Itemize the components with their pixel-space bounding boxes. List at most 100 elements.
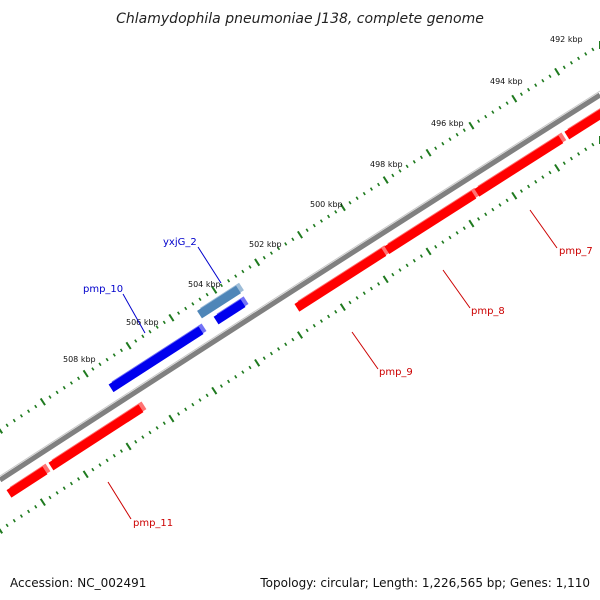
ruler-minor-tick xyxy=(77,376,81,381)
ruler-minor-tick xyxy=(491,207,495,212)
ruler-minor-tick xyxy=(584,147,588,152)
ruler-minor-tick xyxy=(98,362,102,367)
ruler-major-tick xyxy=(168,414,175,423)
gene-label-pmp-11[interactable]: pmp_11 xyxy=(133,518,173,529)
ruler-minor-tick xyxy=(112,453,116,458)
gene-pmp-11-part[interactable] xyxy=(6,466,48,498)
ruler-minor-tick xyxy=(391,272,395,277)
ruler-major-tick xyxy=(211,286,218,294)
ruler-minor-tick xyxy=(91,367,95,371)
gene-pmp-10[interactable] xyxy=(108,326,204,393)
ruler-minor-tick xyxy=(448,137,452,141)
genome-backbone xyxy=(0,92,600,483)
gene-label-pmp-10[interactable]: pmp_10 xyxy=(83,284,123,295)
ruler-label: 492 kbp xyxy=(550,35,583,44)
ruler-minor-tick xyxy=(584,52,588,56)
gene-pmp-7[interactable] xyxy=(474,135,564,197)
gene-label-pmp-8[interactable]: pmp_8 xyxy=(471,306,505,317)
ruler-minor-tick xyxy=(369,187,373,191)
ruler-minor-tick xyxy=(105,357,109,362)
ruler-minor-tick xyxy=(69,381,73,385)
ruler-major-tick xyxy=(425,247,432,256)
ruler-minor-tick xyxy=(448,235,452,240)
ruler-minor-tick xyxy=(19,514,23,518)
gene-pmp-8[interactable] xyxy=(384,190,477,254)
ruler-minor-tick xyxy=(141,435,145,439)
ruler-minor-tick xyxy=(248,365,252,370)
ruler-minor-tick xyxy=(541,78,545,83)
ruler-minor-tick xyxy=(419,155,423,160)
ruler-minor-tick xyxy=(98,463,102,467)
ruler-minor-tick xyxy=(69,481,73,486)
ruler-minor-tick xyxy=(498,203,502,207)
ruler-minor-tick xyxy=(284,342,288,347)
ruler-label: 506 kbp xyxy=(126,318,159,327)
gene-yxjg-2[interactable] xyxy=(197,285,241,319)
ruler-major-tick xyxy=(468,219,475,228)
ruler-minor-tick xyxy=(62,385,66,390)
ruler-minor-tick xyxy=(327,314,331,319)
ruler-major-tick xyxy=(254,358,261,367)
ruler-minor-tick xyxy=(405,263,409,268)
gene-pmp-11[interactable] xyxy=(48,404,144,471)
ruler-minor-tick xyxy=(348,200,352,205)
ruler-minor-tick xyxy=(377,182,381,187)
ruler-minor-tick xyxy=(491,110,495,114)
ruler-minor-tick xyxy=(319,319,323,323)
ruler-major-tick xyxy=(511,191,518,200)
inner-ruler xyxy=(0,136,600,534)
ruler-minor-tick xyxy=(77,477,81,481)
ruler-minor-tick xyxy=(441,141,445,146)
ruler-minor-tick xyxy=(419,254,423,258)
ruler-minor-tick xyxy=(91,467,95,472)
ruler-minor-tick xyxy=(141,334,145,339)
gene-label-pmp-7[interactable]: pmp_7 xyxy=(559,246,593,257)
gene-label-yxjg-2[interactable]: yxjG_2 xyxy=(163,237,197,248)
ruler-label: 496 kbp xyxy=(431,119,464,128)
ruler-major-tick xyxy=(0,428,4,434)
ruler-minor-tick xyxy=(312,223,316,228)
ruler-minor-tick xyxy=(248,265,252,269)
ruler-minor-tick xyxy=(391,173,395,178)
ruler-minor-tick xyxy=(362,291,366,295)
ruler-minor-tick xyxy=(498,105,502,110)
ruler-minor-tick xyxy=(505,198,509,203)
ruler-minor-tick xyxy=(291,237,295,242)
ruler-minor-tick xyxy=(362,191,366,196)
map-title: Chlamydophila pneumoniae J138, complete … xyxy=(116,11,484,27)
ruler-minor-tick xyxy=(319,219,323,223)
ruler-major-tick xyxy=(125,341,132,350)
ruler-minor-tick xyxy=(591,142,595,147)
ruler-minor-tick xyxy=(48,395,52,399)
genome-summary-text: Topology: circular; Length: 1,226,565 bp… xyxy=(260,576,590,590)
ruler-minor-tick xyxy=(34,505,38,509)
ruler-minor-tick xyxy=(398,169,402,173)
ruler-minor-tick xyxy=(234,274,238,278)
ruler-labels: 492 kbp 494 kbp 496 kbp 498 kbp 500 kbp … xyxy=(63,35,583,364)
ruler-minor-tick xyxy=(198,297,202,302)
ruler-minor-tick xyxy=(112,353,116,357)
ruler-minor-tick xyxy=(105,458,109,463)
ruler-minor-tick xyxy=(205,393,209,398)
gene-label-pmp-9[interactable]: pmp_9 xyxy=(379,367,413,378)
ruler-major-tick xyxy=(211,386,218,395)
ruler-major-tick xyxy=(339,203,346,212)
ruler-minor-tick xyxy=(477,217,481,221)
ruler-minor-tick xyxy=(519,189,523,193)
ruler-minor-tick xyxy=(48,495,52,500)
gene-yxjg-2-fwd[interactable] xyxy=(213,299,246,325)
ruler-minor-tick xyxy=(34,404,38,409)
ruler-minor-tick xyxy=(241,269,245,274)
ruler-minor-tick xyxy=(177,412,181,416)
ruler-minor-tick xyxy=(334,210,338,214)
ruler-minor-tick xyxy=(269,251,273,255)
ruler-minor-tick xyxy=(434,146,438,151)
ruler-major-tick xyxy=(39,498,46,507)
gene-pmp-9[interactable] xyxy=(294,248,387,312)
gene-pmp-7[interactable] xyxy=(564,105,600,140)
ruler-major-tick xyxy=(339,303,346,312)
ruler-major-tick xyxy=(254,258,261,267)
ruler-minor-tick xyxy=(262,356,266,360)
ruler-minor-tick xyxy=(55,390,59,395)
ruler-minor-tick xyxy=(562,161,566,165)
